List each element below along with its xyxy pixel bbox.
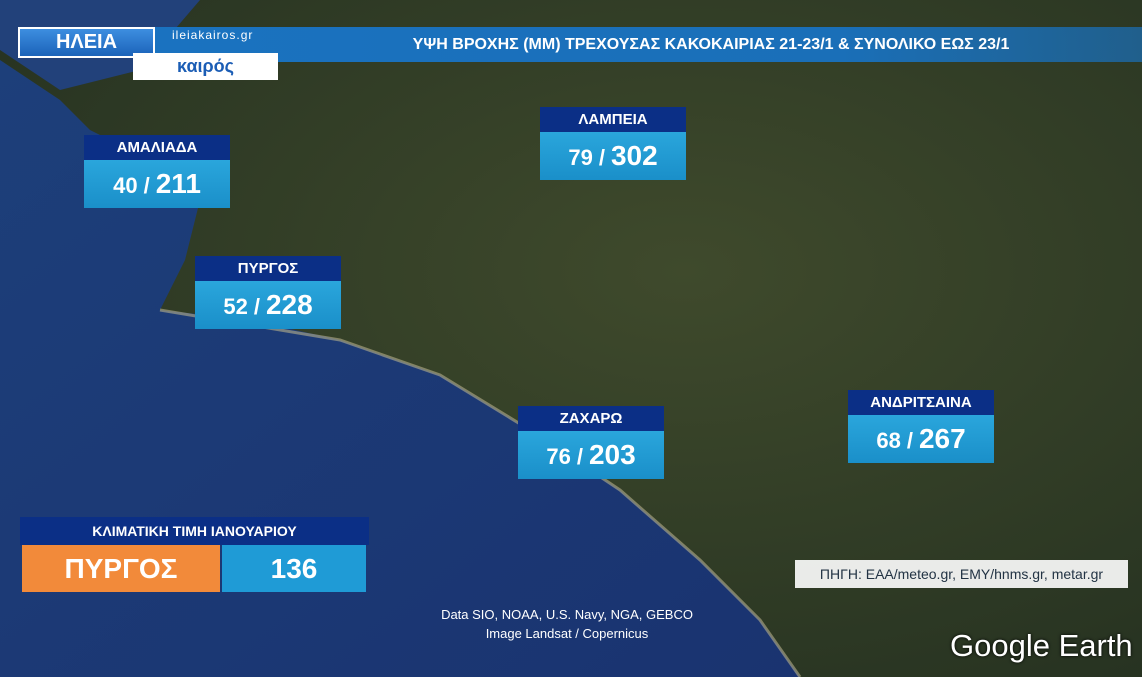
- separator: /: [576, 444, 583, 469]
- current-rain: 52: [223, 294, 248, 319]
- total-rain: 267: [918, 423, 966, 454]
- separator: /: [253, 294, 260, 319]
- region-box: ΗΛΕΙΑ: [18, 27, 155, 58]
- station-values: 79/302: [540, 132, 686, 180]
- total-rain: 203: [588, 439, 636, 470]
- attribution-line: Data SIO, NOAA, U.S. Navy, NGA, GEBCO: [441, 607, 693, 622]
- station-name: ΑΝΔΡΙΤΣΑΙΝΑ: [848, 390, 994, 415]
- station-values: 40/211: [84, 160, 230, 208]
- climate-station: ΠΥΡΓΟΣ: [22, 545, 220, 592]
- current-rain: 76: [546, 444, 571, 469]
- total-rain: 211: [155, 168, 201, 199]
- region: ΗΛΕΙΑ: [55, 31, 118, 53]
- climate-title: ΚΛΙΜΑΤΙΚΗ ΤΙΜΗ ΙΑΝΟΥΑΡΙΟΥ: [20, 517, 369, 545]
- current-rain: 68: [876, 428, 901, 453]
- total-rain: 228: [265, 289, 313, 320]
- site: ileiakairos.gr: [172, 28, 254, 42]
- station-values: 52/228: [195, 281, 341, 329]
- current-rain: 79: [568, 145, 593, 170]
- current-rain: 40: [113, 173, 138, 198]
- climate-title-text: ΚΛΙΜΑΤΙΚΗ ΤΙΜΗ ΙΑΝΟΥΑΡΙΟΥ: [92, 523, 297, 539]
- station-name: ΠΥΡΓΟΣ: [195, 256, 341, 281]
- station-name: ΛΑΜΠΕΙΑ: [540, 107, 686, 132]
- station-name: ΑΜΑΛΙΑΔΑ: [84, 135, 230, 160]
- attribution-line: Image Landsat / Copernicus: [485, 626, 649, 641]
- station-values: 68/267: [848, 415, 994, 463]
- attribution: Data SIO, NOAA, U.S. Navy, NGA, GEBCO Im…: [367, 605, 767, 643]
- separator: /: [906, 428, 913, 453]
- source: ΠΗΓΗ: ΕΑΑ/meteo.gr, ΕΜΥ/hnms.gr, metar.g…: [795, 560, 1128, 588]
- station-name: ΖΑΧΑΡΩ: [518, 406, 664, 431]
- climate-value-text: 136: [270, 552, 318, 584]
- brand: καιρός: [133, 53, 278, 80]
- station-values: 76/203: [518, 431, 664, 479]
- separator: /: [143, 173, 150, 198]
- logo: Google Earth: [950, 628, 1133, 663]
- total-rain: 302: [610, 140, 658, 171]
- climate-station-text: ΠΥΡΓΟΣ: [64, 552, 178, 584]
- title: ΥΨΗ ΒΡΟΧΗΣ (ΜΜ) ΤΡΕΧΟΥΣΑΣ ΚΑΚΟΚΑΙΡΙΑΣ 21…: [412, 35, 1010, 53]
- separator: /: [598, 145, 605, 170]
- climate-value: 136: [222, 545, 366, 592]
- title-bar: ΥΨΗ ΒΡΟΧΗΣ (ΜΜ) ΤΡΕΧΟΥΣΑΣ ΚΑΚΟΚΑΙΡΙΑΣ 21…: [140, 27, 1142, 62]
